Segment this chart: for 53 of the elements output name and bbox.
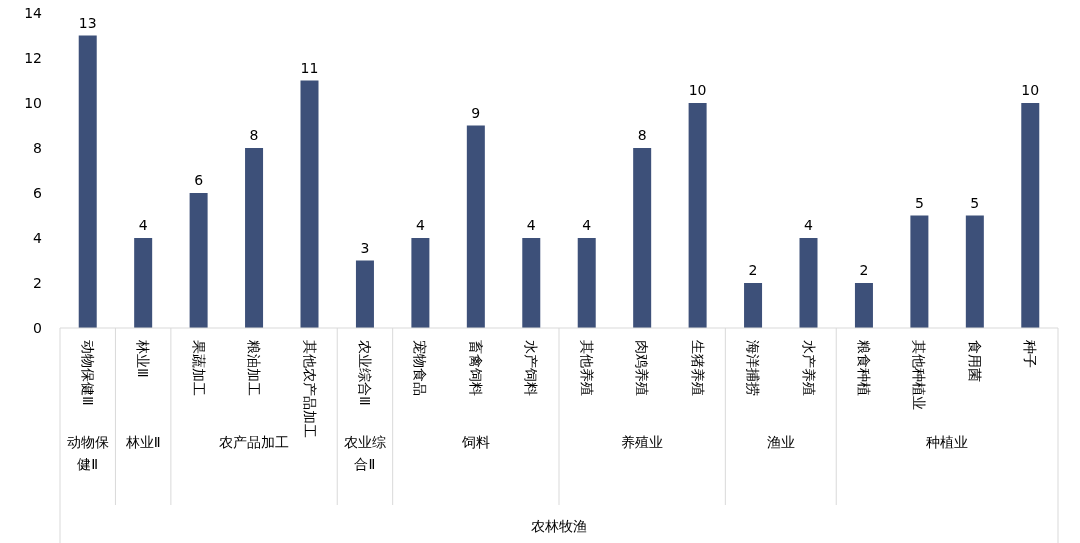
x-tick-label: 粮油加工 xyxy=(246,340,263,396)
x-tick-label: 水产饲料 xyxy=(523,340,540,396)
text: 农林牧渔 xyxy=(531,518,587,534)
x-tick-label: 其他养殖 xyxy=(578,340,595,396)
y-tick-label: 6 xyxy=(33,185,43,201)
x-tick-label: 粮食种植 xyxy=(855,340,872,396)
data-label: 3 xyxy=(360,239,370,256)
data-label: 8 xyxy=(637,127,647,143)
data-label: 5 xyxy=(914,194,924,211)
x-tick-label: 果蔬加工 xyxy=(190,340,207,396)
data-label: 4 xyxy=(582,217,592,233)
data-label: 4 xyxy=(804,217,814,233)
data-label: 2 xyxy=(748,262,758,278)
y-tick-label: 2 xyxy=(33,275,42,291)
y-tick-label: 12 xyxy=(24,50,42,66)
text: 动物保健Ⅱ xyxy=(66,434,109,472)
y-tick-label: 0 xyxy=(33,320,42,336)
x-tick-label: 畜禽饲料 xyxy=(467,340,484,396)
text: 饲料 xyxy=(460,434,490,450)
x-tick-label: 农业综合Ⅲ xyxy=(356,340,373,406)
text: 种植业 xyxy=(926,434,969,450)
data-label: 5 xyxy=(970,194,980,211)
text: 农业综合Ⅱ xyxy=(343,434,386,472)
x-tick-label: 宠物食品 xyxy=(412,340,429,396)
data-label: 10 xyxy=(1021,82,1040,98)
y-tick-label: 4 xyxy=(33,230,43,246)
data-label: 10 xyxy=(688,82,707,98)
data-label: 13 xyxy=(78,14,97,31)
data-label: 8 xyxy=(249,127,259,143)
x-tick-label: 肉鸡养殖 xyxy=(634,340,651,396)
y-tick-label: 8 xyxy=(33,140,42,156)
data-label: 4 xyxy=(415,217,425,233)
data-label: 4 xyxy=(138,217,148,233)
x-tick-label: 动物保健Ⅲ xyxy=(79,340,96,406)
x-tick-label: 生猪养殖 xyxy=(689,340,706,396)
x-tick-label: 种子 xyxy=(1022,340,1039,368)
x-tick-label: 海洋捕捞 xyxy=(745,340,762,396)
text: 养殖业 xyxy=(621,434,664,450)
text: 农产品加工 xyxy=(219,434,290,450)
x-tick-label: 林业Ⅲ xyxy=(135,339,152,378)
data-label: 6 xyxy=(194,172,204,188)
x-tick-label: 其他农产品加工 xyxy=(301,340,318,438)
x-tick-label: 其他种植业 xyxy=(911,340,928,410)
text: 林业Ⅱ xyxy=(124,434,161,450)
data-label: 11 xyxy=(300,59,319,76)
text: 渔业 xyxy=(766,434,795,450)
data-label: 9 xyxy=(471,104,481,121)
x-tick-label: 食用菌 xyxy=(966,340,983,382)
data-label: 2 xyxy=(859,262,869,278)
data-label: 4 xyxy=(526,217,536,233)
y-tick-label: 14 xyxy=(24,5,43,21)
y-tick-label: 10 xyxy=(24,95,42,111)
x-tick-label: 水产养殖 xyxy=(800,340,817,396)
